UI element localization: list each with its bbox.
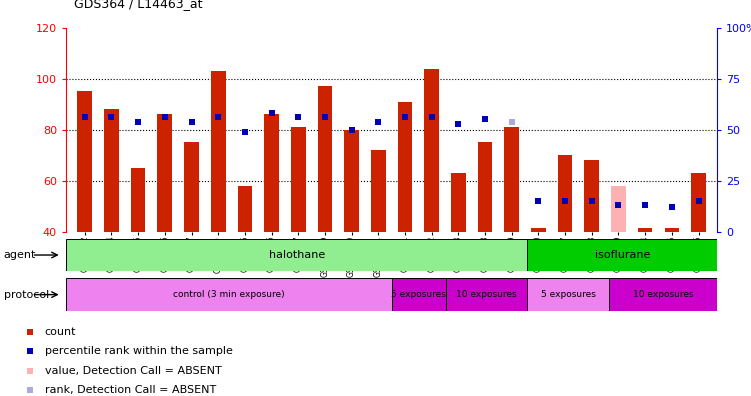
Bar — [131, 168, 146, 232]
Text: halothane: halothane — [269, 250, 325, 260]
Bar — [211, 71, 225, 232]
Text: 10 exposures: 10 exposures — [632, 290, 693, 299]
Bar — [451, 173, 466, 232]
Text: 10 exposures: 10 exposures — [457, 290, 517, 299]
Bar — [531, 228, 546, 232]
Text: rank, Detection Call = ABSENT: rank, Detection Call = ABSENT — [45, 385, 216, 395]
Bar — [184, 143, 199, 232]
Bar — [77, 91, 92, 232]
Bar — [691, 173, 706, 232]
Bar — [318, 86, 332, 232]
Text: GDS364 / L14463_at: GDS364 / L14463_at — [74, 0, 202, 10]
Bar — [638, 228, 653, 232]
Text: isoflurane: isoflurane — [595, 250, 650, 260]
Bar — [424, 69, 439, 232]
Bar — [397, 102, 412, 232]
Bar — [558, 155, 572, 232]
Bar — [446, 278, 527, 311]
Text: percentile rank within the sample: percentile rank within the sample — [45, 346, 233, 356]
Bar — [66, 239, 527, 271]
Bar — [505, 127, 519, 232]
Bar — [527, 239, 717, 271]
Text: agent: agent — [4, 250, 36, 260]
Bar — [104, 109, 119, 232]
Bar — [158, 114, 172, 232]
Text: count: count — [45, 327, 76, 337]
Bar — [392, 278, 446, 311]
Bar — [608, 278, 717, 311]
Bar — [527, 278, 608, 311]
Bar — [371, 150, 386, 232]
Bar — [237, 186, 252, 232]
Bar — [344, 129, 359, 232]
Bar — [584, 160, 599, 232]
Bar — [66, 278, 392, 311]
Bar — [611, 186, 626, 232]
Text: 5 exposures: 5 exposures — [391, 290, 446, 299]
Bar — [478, 143, 493, 232]
Bar — [665, 228, 679, 232]
Text: value, Detection Call = ABSENT: value, Detection Call = ABSENT — [45, 366, 222, 375]
Bar — [291, 127, 306, 232]
Text: 5 exposures: 5 exposures — [541, 290, 596, 299]
Bar — [264, 114, 279, 232]
Text: protocol: protocol — [4, 289, 49, 300]
Text: control (3 min exposure): control (3 min exposure) — [173, 290, 285, 299]
